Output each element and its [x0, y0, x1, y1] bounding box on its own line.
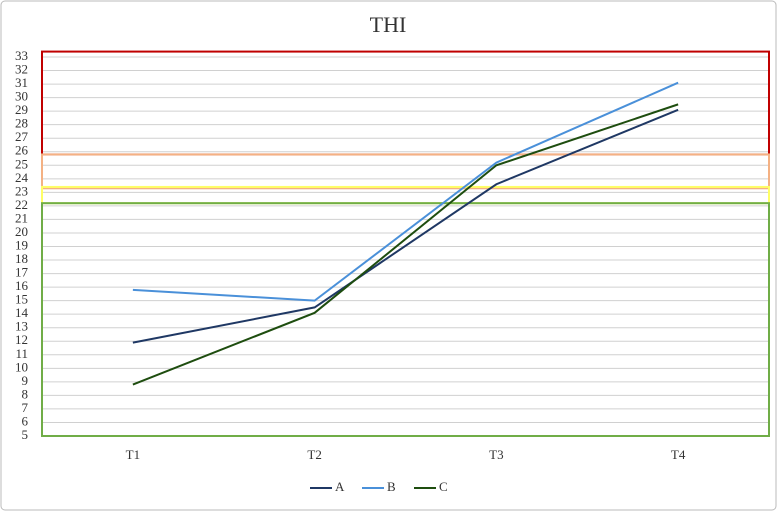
y-tick-label: 24 — [15, 170, 29, 185]
x-tick-label: T1 — [126, 447, 140, 462]
chart-title: THI — [370, 12, 407, 37]
y-tick-label: 19 — [15, 237, 28, 252]
y-tick-label: 5 — [22, 427, 29, 442]
threshold-band — [41, 153, 770, 190]
y-tick-label: 7 — [22, 400, 29, 415]
y-tick-label: 8 — [22, 386, 29, 401]
legend-label: B — [387, 479, 396, 494]
y-tick-label: 28 — [15, 116, 28, 131]
y-tick-label: 18 — [15, 251, 28, 266]
y-tick-label: 12 — [15, 332, 28, 347]
line-series — [132, 108, 679, 344]
legend-label: C — [439, 479, 448, 494]
y-tick-label: 27 — [15, 129, 29, 144]
y-tick-label: 9 — [22, 373, 29, 388]
y-tick-label: 30 — [15, 89, 28, 104]
x-tick-label: T3 — [489, 447, 503, 462]
legend-label: A — [335, 479, 345, 494]
y-tick-label: 25 — [15, 156, 28, 171]
y-tick-label: 26 — [15, 143, 29, 158]
y-tick-label: 21 — [15, 210, 28, 225]
y-tick-label: 20 — [15, 224, 28, 239]
y-tick-label: 31 — [15, 75, 28, 90]
threshold-band — [41, 202, 770, 437]
line-series — [132, 81, 679, 302]
y-tick-label: 13 — [15, 319, 28, 334]
y-tick-label: 11 — [15, 346, 28, 361]
y-tick-label: 10 — [15, 359, 28, 374]
y-tick-label: 22 — [15, 197, 28, 212]
y-tick-label: 17 — [15, 265, 29, 280]
y-tick-label: 15 — [15, 292, 28, 307]
y-tick-label: 23 — [15, 183, 28, 198]
y-tick-label: 14 — [15, 305, 29, 320]
y-tick-label: 32 — [15, 62, 28, 77]
y-tick-label: 33 — [15, 48, 28, 63]
y-tick-label: 6 — [22, 413, 29, 428]
x-tick-label: T4 — [671, 447, 686, 462]
y-tick-label: 29 — [15, 102, 28, 117]
y-tick-label: 16 — [15, 278, 29, 293]
x-tick-label: T2 — [307, 447, 321, 462]
line-series — [132, 103, 679, 386]
